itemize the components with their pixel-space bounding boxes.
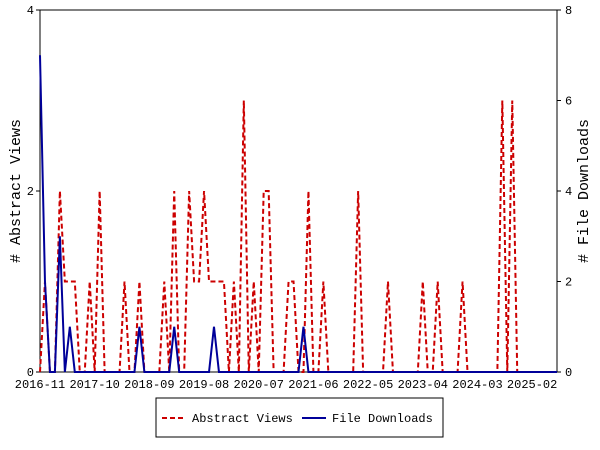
y2-tick-label: 8 <box>565 4 572 18</box>
legend-label: Abstract Views <box>192 412 293 426</box>
x-tick-label: 2024-03 <box>452 378 502 392</box>
x-tick-label: 2017-10 <box>69 378 119 392</box>
y-tick-label: 2 <box>27 185 34 199</box>
x-tick-label: 2021-06 <box>288 378 338 392</box>
legend-label: File Downloads <box>332 412 433 426</box>
x-tick-label: 2022-05 <box>343 378 393 392</box>
legend-box <box>155 397 444 438</box>
y2-tick-label: 2 <box>565 276 572 290</box>
x-tick-label: 2020-07 <box>234 378 284 392</box>
y2-axis-title: # File Downloads <box>576 119 593 263</box>
series-line <box>39 100 557 373</box>
y2-tick-label: 6 <box>565 95 572 109</box>
y-tick-label: 4 <box>27 4 34 18</box>
y2-tick-label: 4 <box>565 185 572 199</box>
series-line <box>39 55 557 373</box>
x-tick-label: 2025-02 <box>507 378 557 392</box>
x-tick-label: 2016-11 <box>15 378 65 392</box>
y-axis-title: # Abstract Views <box>8 119 25 263</box>
x-tick-label: 2019-08 <box>179 378 229 392</box>
x-tick-label: 2018-09 <box>124 378 174 392</box>
y2-tick-label: 0 <box>565 366 572 380</box>
plot-frame <box>39 9 558 373</box>
x-tick-label: 2023-04 <box>398 378 448 392</box>
y-tick-label: 0 <box>27 366 34 380</box>
